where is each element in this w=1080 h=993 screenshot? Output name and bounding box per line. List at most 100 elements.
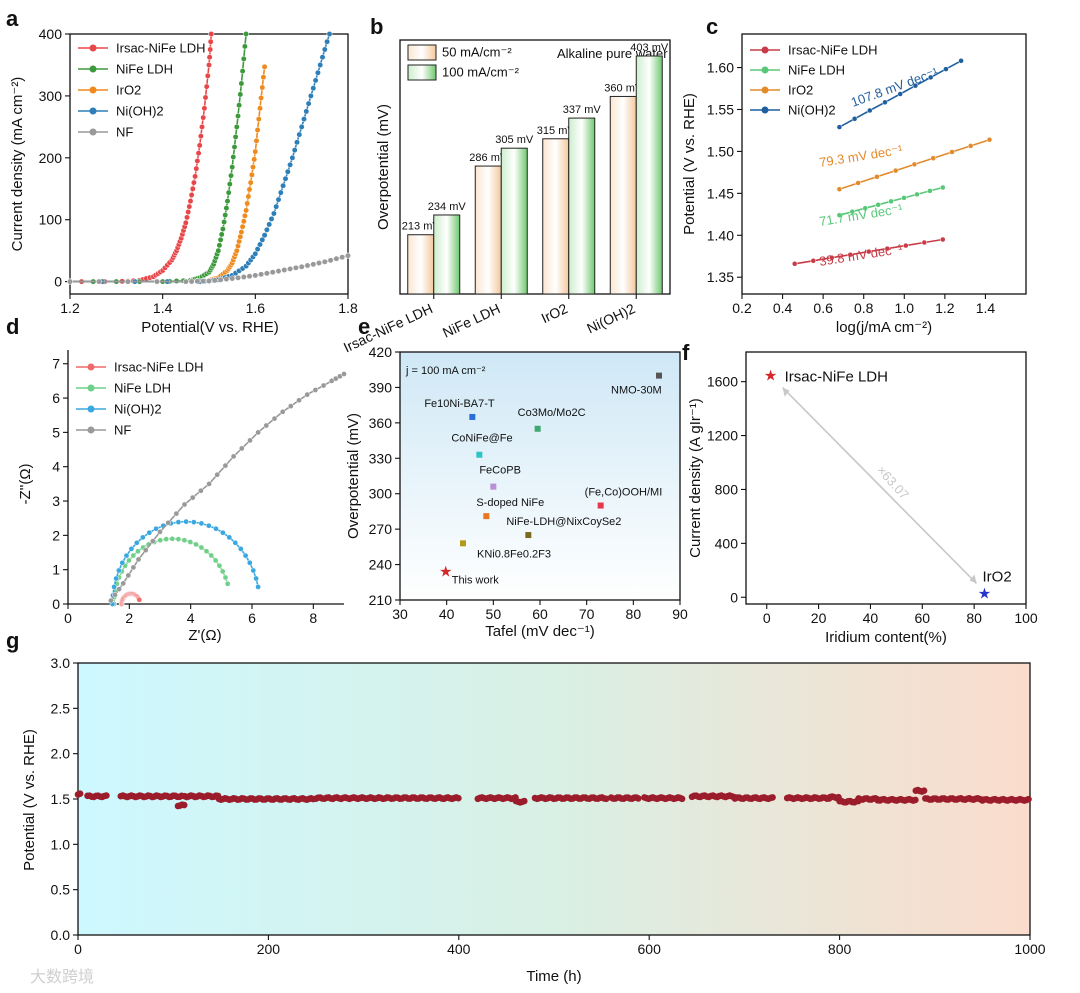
c-series-iro2-legend-marker (761, 86, 769, 94)
g-x-tick-label: 600 (638, 941, 662, 957)
e-x-tick-label: 90 (672, 606, 688, 622)
f-x-tick-label: 0 (763, 610, 771, 626)
e-point-conife-fe-label: CoNiFe@Fe (451, 433, 512, 445)
a-x-tick-label: 1.4 (153, 300, 173, 316)
d-series-nf-point (304, 391, 311, 398)
a-series-nife-ldh-point (231, 144, 238, 150)
b-category-label: Ni(OH)2 (584, 300, 637, 336)
b-category-label: IrO2 (539, 300, 571, 326)
f-point-irsac-nife-ldh-label: Irsac-NiFe LDH (785, 369, 888, 386)
a-series-irsac-nife-ldh-point (182, 219, 189, 226)
d-series-nf-point (320, 382, 327, 389)
f-y-tick-label: 1600 (707, 374, 738, 390)
a-series-irsac-nife-ldh-point (202, 94, 209, 101)
c-series-ni-oh-2-point (867, 107, 873, 114)
a-series-iro2-point (245, 193, 252, 200)
a-series-ni-oh-2-point (273, 203, 280, 210)
panel-label-d: d (6, 314, 19, 339)
c-series-irsac-nife-ldh-point (884, 245, 891, 252)
g-segment-10-point (635, 795, 642, 802)
a-series-ni-oh-2-point (289, 154, 296, 161)
a-series-irsac-nife-ldh-point (193, 165, 200, 172)
c-series-ni-oh-2-point (912, 82, 919, 89)
a-series-nf-point (188, 278, 195, 285)
a-series-nf-point (96, 278, 102, 285)
c-series-irsac-nife-ldh-point (810, 258, 817, 264)
a-series-nf-point (263, 270, 270, 277)
b-legend-swatch-1 (407, 64, 437, 81)
d-series-nife-ldh-point (126, 557, 132, 564)
d-series-nf-point (181, 501, 188, 508)
a-x-tick-label: 1.2 (60, 300, 80, 316)
e-point-fe-co-ooh-mi-marker (597, 502, 604, 509)
a-series-iro2-point (251, 156, 258, 163)
a-series-nife-ldh-point (217, 236, 224, 243)
c-series-ni-oh-2-point (897, 91, 903, 97)
f-y-tick-label: 1200 (707, 428, 738, 444)
c-series-nife-ldh-slope-label: 71.7 mV dec⁻¹ (818, 201, 904, 229)
d-series-nf-point (263, 422, 270, 429)
c-x-axis-label: log(j/mA cm⁻²) (836, 319, 932, 336)
e-point-fe10ni-ba7-t-label: Fe10Ni-BA7-T (424, 398, 495, 410)
a-series-iro2-point (253, 137, 260, 144)
d-x-tick-label: 8 (309, 610, 317, 626)
f-x-tick-label: 60 (915, 610, 931, 626)
c-series-nife-ldh-point (836, 212, 843, 218)
e-point-kni0-8fe0-2f3-label: KNi0.8Fe0.2F3 (477, 548, 551, 560)
d-series-ni-oh-2-point (139, 534, 146, 541)
panel-label-b: b (370, 14, 383, 39)
c-series-irsac-nife-ldh-point (866, 248, 872, 255)
a-series-nf-point (252, 272, 259, 279)
d-y-tick-label: 7 (52, 356, 60, 372)
d-series-nf-point (149, 538, 156, 544)
e-x-tick-label: 30 (392, 606, 408, 622)
e-point-nmo-30m-marker (656, 372, 662, 379)
d-series-nf-point (312, 387, 319, 393)
d-series-nf-legend-label: NF (114, 423, 131, 438)
a-y-tick-label: 100 (39, 212, 63, 228)
e-plot-background (400, 352, 680, 600)
f-y-tick-label: 0 (730, 589, 738, 605)
b-bar-value-label: 315 mV (537, 125, 576, 137)
c-x-tick-label: 1.0 (895, 300, 915, 316)
d-series-ni-oh-2-point (175, 519, 182, 525)
a-series-nf-point (153, 278, 160, 285)
panel-c-tafel-chart: 0.2 0.4 0.6 0.8 1.0 1.2 1.4 1.35 1.40 1.45 1.50 1.5… (681, 33, 1027, 336)
c-y-tick-label: 1.40 (707, 227, 734, 243)
a-series-nf-point (281, 267, 288, 273)
b-bar-100-ma-cm-ni-oh-2 (635, 55, 663, 295)
c-x-tick-label: 0.4 (773, 300, 793, 316)
a-series-ni-oh-2-point (277, 189, 284, 196)
g-y-tick-label: 2.5 (51, 700, 71, 716)
a-series-ni-oh-2-point (326, 31, 333, 37)
a-series-nife-ldh-point (241, 43, 248, 50)
d-series-nife-ldh-point (135, 548, 141, 555)
a-series-nife-ldh-point (233, 123, 240, 130)
d-y-tick-label: 0 (52, 596, 60, 612)
panel-label-c: c (706, 14, 718, 39)
a-x-tick-label: 1.8 (338, 300, 358, 316)
a-series-ni-oh-2-point (263, 226, 270, 233)
e-point-co3mo-mo2c-label: Co3Mo/Mo2C (518, 407, 586, 419)
a-series-ni-oh-2-point (314, 69, 321, 76)
b-bar-value-label: 360 mV (604, 82, 643, 94)
d-y-tick-label: 3 (52, 493, 60, 509)
a-series-irsac-nife-ldh-point (188, 192, 195, 198)
a-series-iro2-point (247, 179, 254, 186)
d-series-nife-ldh-point (222, 574, 229, 581)
f-y-tick-label: 400 (715, 535, 739, 551)
d-series-nife-ldh-point (203, 548, 210, 555)
d-series-nf-point (238, 445, 245, 452)
a-frame (69, 33, 349, 295)
a-series-ni-oh-2-point (280, 182, 287, 189)
c-series-iro2-point (949, 149, 955, 155)
d-series-nf-point (198, 487, 204, 494)
a-series-ni-oh-2-point (268, 215, 275, 222)
a-series-ni-oh-2-legend-marker (89, 107, 97, 115)
d-series-irsac-nife-ldh-point (136, 596, 143, 603)
a-series-nf-point (304, 262, 311, 269)
a-series-nf-point (67, 278, 73, 285)
d-series-ni-oh-2-point (111, 584, 117, 590)
c-series-nife-ldh-point (888, 198, 894, 205)
d-series-nf-point (189, 494, 196, 501)
